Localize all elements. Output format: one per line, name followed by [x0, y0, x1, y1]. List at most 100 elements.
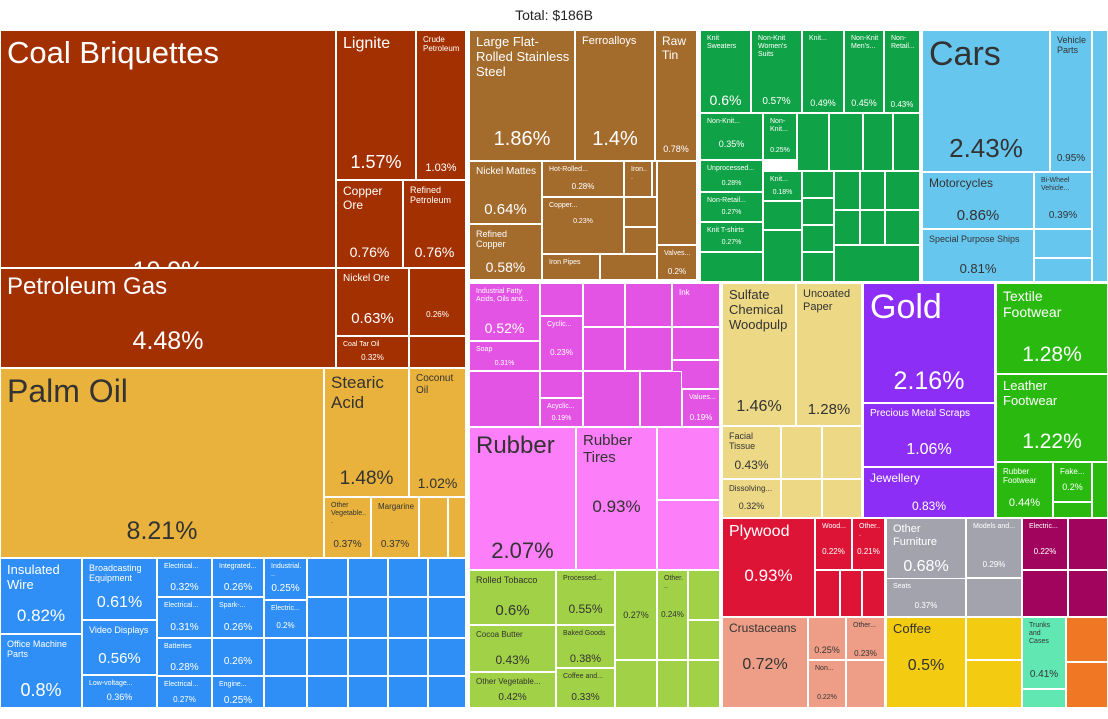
treemap-tile[interactable]: Other Vegetable... 0.42% [469, 672, 556, 708]
treemap-tile[interactable]: Refined Petroleum 0.76% [403, 180, 466, 268]
treemap-tile[interactable]: Cocoa Butter 0.43% [469, 625, 556, 672]
treemap-tile[interactable]: Leather Footwear 1.22% [996, 374, 1108, 462]
treemap-tile[interactable]: Crustaceans 0.72% [722, 617, 808, 708]
treemap-tile[interactable]: Non-Retail... 0.27% [700, 192, 763, 222]
treemap-tile[interactable]: Nickel Mattes 0.64% [469, 161, 542, 224]
treemap-tile[interactable]: Soap 0.31% [469, 341, 540, 371]
treemap-tile[interactable]: Cyclic... 0.23% [540, 316, 583, 371]
treemap-tile[interactable]: Rolled Tobacco 0.6% [469, 570, 556, 625]
treemap-tile[interactable]: 0.26% [409, 268, 466, 336]
treemap-tile[interactable]: Fake... 0.2% [1053, 462, 1092, 502]
treemap-tile[interactable]: Rubber 2.07% [469, 427, 576, 570]
treemap-tile[interactable]: Motorcycles 0.86% [922, 172, 1034, 229]
treemap-tile[interactable]: Other... 0.24% [657, 570, 688, 660]
treemap-tile[interactable]: Bi-Wheel Vehicle... 0.39% [1034, 172, 1092, 229]
treemap-tile[interactable]: Seats 0.37% [886, 578, 966, 617]
treemap-tile[interactable]: Acyclic... 0.19% [540, 398, 583, 427]
treemap-tile[interactable]: Unprocessed... 0.28% [700, 160, 763, 192]
treemap-tile[interactable]: Copper Ore 0.76% [336, 180, 403, 268]
treemap-tile[interactable]: Rubber Tires 0.93% [576, 427, 657, 570]
treemap-tile[interactable]: Hot-Rolled... 0.28% [542, 161, 624, 197]
treemap-tile[interactable]: Textile Footwear 1.28% [996, 283, 1108, 374]
treemap-tile[interactable]: Iron... [624, 161, 652, 197]
treemap-tile[interactable]: Valves... 0.2% [657, 245, 697, 280]
treemap-cell [615, 660, 657, 708]
treemap-tile[interactable]: Processed... 0.55% [556, 570, 615, 625]
treemap-cell [802, 252, 834, 282]
treemap-tile[interactable]: Coffee and... 0.33% [556, 668, 615, 708]
treemap-tile[interactable]: Other... 0.21% [852, 518, 885, 570]
treemap-tile[interactable]: Spark-... 0.26% [212, 597, 264, 638]
treemap-tile[interactable]: Margarine 0.37% [371, 497, 419, 558]
treemap-tile[interactable]: Nickel Ore 0.63% [336, 268, 409, 336]
treemap-tile[interactable]: Non-Knit... 0.25% [763, 113, 797, 160]
treemap-tile[interactable]: Iron Pipes [542, 254, 600, 280]
treemap-tile[interactable]: Plywood 0.93% [722, 518, 815, 617]
treemap-tile[interactable]: Knit... 0.18% [763, 171, 802, 201]
treemap-tile[interactable]: Raw Tin 0.78% [655, 30, 697, 161]
treemap-tile[interactable]: Lignite 1.57% [336, 30, 416, 180]
treemap-tile[interactable]: Insulated Wire 0.82% [0, 558, 82, 634]
treemap-tile[interactable]: Ferroalloys 1.4% [575, 30, 655, 161]
treemap-tile[interactable]: Non-Knit Women's Suits 0.57% [751, 30, 802, 113]
treemap-cell [624, 227, 657, 254]
treemap-tile[interactable]: Sulfate Chemical Woodpulp 1.46% [722, 283, 796, 426]
treemap-tile[interactable]: Coal Tar Oil 0.32% [336, 336, 409, 368]
treemap-tile[interactable]: Office Machine Parts 0.8% [0, 634, 82, 708]
treemap-tile[interactable]: Electrical... 0.31% [157, 597, 212, 638]
treemap-tile[interactable]: Uncoated Paper 1.28% [796, 283, 862, 426]
treemap-tile[interactable]: Refined Copper 0.58% [469, 224, 542, 280]
treemap-tile[interactable]: Facial Tissue 0.43% [722, 426, 781, 479]
treemap-tile[interactable]: Industrial... 0.25% [264, 558, 307, 600]
treemap-tile[interactable]: Electric... 0.2% [264, 600, 307, 638]
treemap-tile[interactable]: Models and... 0.29% [966, 518, 1022, 578]
treemap-tile[interactable]: Coffee 0.5% [886, 617, 966, 708]
treemap-tile[interactable]: Coconut Oil 1.02% [409, 368, 466, 497]
treemap-tile[interactable]: Vehicle Parts 0.95% [1050, 30, 1092, 172]
treemap-tile[interactable]: Non-Knit... 0.35% [700, 113, 763, 160]
treemap-tile[interactable]: Other Vegetable... 0.37% [324, 497, 371, 558]
treemap-tile[interactable]: Non-Retail... 0.43% [884, 30, 920, 113]
treemap-tile[interactable]: Coal Briquettes 10.9% [0, 30, 336, 268]
treemap-tile[interactable]: Non... 0.22% [808, 660, 846, 708]
treemap-tile[interactable]: Petroleum Gas 4.48% [0, 268, 336, 368]
treemap-tile[interactable]: Wood... 0.22% [815, 518, 852, 570]
treemap-tile[interactable]: Engine... 0.25% [212, 676, 264, 708]
treemap-tile[interactable]: Other... 0.23% [846, 617, 885, 660]
treemap-tile[interactable]: Low-voltage... 0.36% [82, 675, 157, 708]
treemap-tile[interactable]: Integrated... 0.26% [212, 558, 264, 597]
treemap-tile[interactable]: Broadcasting Equipment 0.61% [82, 558, 157, 620]
treemap-cell [348, 558, 388, 597]
treemap-tile[interactable]: Knit Sweaters 0.6% [700, 30, 751, 113]
tile-value: 0.26% [426, 310, 449, 319]
tile-label: Plywood [729, 523, 790, 540]
treemap-tile[interactable]: Stearic Acid 1.48% [324, 368, 409, 497]
treemap-tile[interactable]: Special Purpose Ships 0.81% [922, 229, 1034, 282]
treemap-tile[interactable]: Knit T-shirts 0.27% [700, 222, 763, 252]
treemap-tile[interactable]: Video Displays 0.56% [82, 620, 157, 675]
treemap-tile[interactable]: Trunks and Cases 0.41% [1022, 617, 1066, 689]
treemap-tile[interactable]: Industrial Fatty Acids, Oils and... 0.52% [469, 283, 540, 341]
treemap-tile[interactable]: Large Flat-Rolled Stainless Steel 1.86% [469, 30, 575, 161]
treemap-tile[interactable]: Electric... 0.22% [1022, 518, 1068, 570]
treemap-tile[interactable]: Knit... 0.49% [802, 30, 844, 113]
treemap-tile[interactable]: Values... 0.19% [682, 389, 720, 427]
treemap-tile[interactable]: Electrical... 0.32% [157, 558, 212, 597]
treemap-tile[interactable]: Electrical... 0.27% [157, 676, 212, 708]
treemap-tile[interactable]: Baked Goods 0.38% [556, 625, 615, 668]
treemap-tile[interactable]: Batteries 0.28% [157, 638, 212, 676]
treemap-tile[interactable]: Non-Knit Men's... 0.45% [844, 30, 884, 113]
treemap-tile[interactable]: Gold 2.16% [863, 283, 995, 403]
treemap-tile[interactable]: Dissolving... 0.32% [722, 479, 781, 518]
treemap-tile[interactable]: Copper... 0.23% [542, 197, 624, 254]
treemap-tile[interactable]: 0.25% [808, 617, 846, 660]
treemap-tile[interactable]: Rubber Footwear 0.44% [996, 462, 1053, 518]
treemap-tile[interactable]: Ink [672, 283, 720, 327]
treemap-tile[interactable]: Crude Petroleum 1.03% [416, 30, 466, 180]
treemap-tile[interactable]: 0.27% [615, 570, 657, 660]
treemap-tile[interactable]: Jewellery 0.83% [863, 467, 995, 518]
treemap-tile[interactable]: Cars 2.43% [922, 30, 1050, 172]
treemap-tile[interactable]: Precious Metal Scraps 1.06% [863, 403, 995, 467]
treemap-tile[interactable]: 0.26% [212, 638, 264, 676]
treemap-tile[interactable]: Palm Oil 8.21% [0, 368, 324, 558]
